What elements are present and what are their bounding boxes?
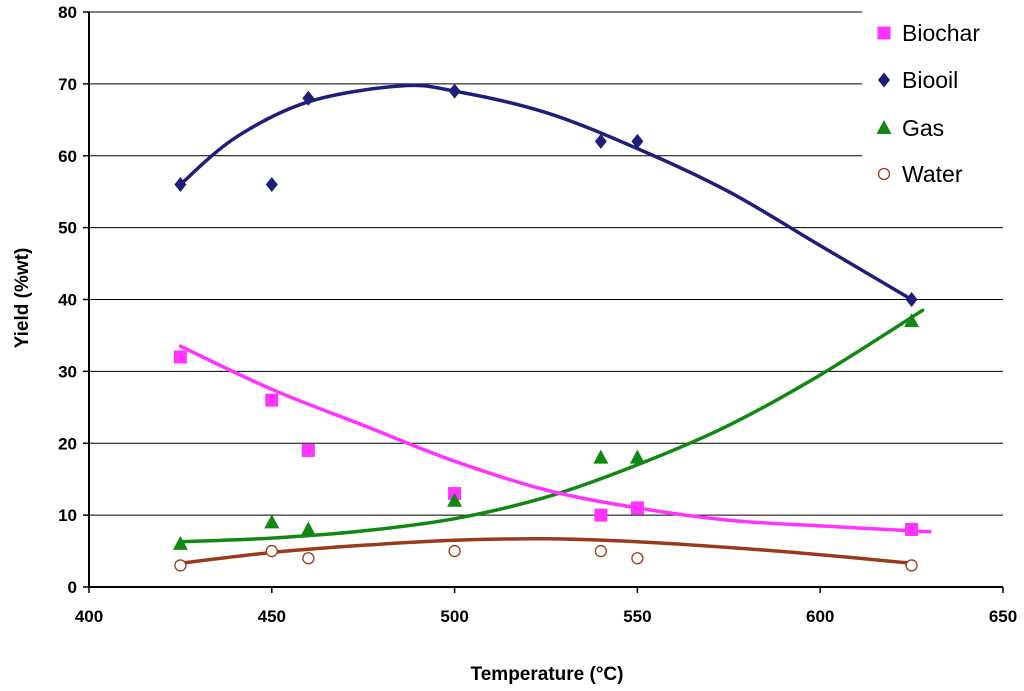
- water-point-425: [174, 559, 187, 572]
- gas-point-540: [593, 449, 609, 464]
- gas-point-625: [904, 313, 920, 328]
- legend-water-label: Water: [902, 161, 963, 187]
- biochar-point-540: [594, 508, 608, 522]
- tick-labels: 0 10 20 30 40 50 60 70 80 400 450 500 550 600 650: [58, 3, 1017, 626]
- biochar-point-625: [905, 523, 919, 536]
- water-point-550: [631, 552, 644, 565]
- legend: Biochar Biooil Gas Water: [876, 20, 980, 187]
- legend-biooil-marker: [878, 72, 890, 88]
- x-tick-label-400: 400: [75, 607, 103, 626]
- y-tick-label-40: 40: [58, 291, 77, 310]
- biooil-point-500: [448, 83, 461, 99]
- biooil-point-425: [174, 177, 187, 192]
- biooil-point-550: [631, 133, 644, 149]
- data-markers: [172, 83, 920, 572]
- y-tick-label-0: 0: [68, 578, 77, 597]
- x-tick-label-600: 600: [806, 607, 834, 626]
- gas-point-460: [300, 521, 316, 536]
- y-tick-label-60: 60: [58, 147, 77, 166]
- biochar-point-550: [630, 501, 644, 515]
- x-tick-label-500: 500: [440, 607, 468, 626]
- water-point-460: [302, 552, 315, 565]
- biochar-point-460: [301, 443, 315, 457]
- biooil-point-460: [302, 90, 315, 106]
- water-point-450: [265, 544, 278, 558]
- y-tick-label-10: 10: [58, 506, 77, 525]
- x-tick-label-650: 650: [989, 607, 1017, 626]
- y-tick-label-80: 80: [58, 3, 77, 22]
- axes: [83, 11, 1004, 593]
- biooil-point-625: [905, 292, 918, 307]
- legend-gas-marker: [876, 120, 892, 134]
- water-point-500: [448, 544, 461, 558]
- gas-trend-line: [178, 308, 925, 544]
- biochar-point-450: [265, 393, 279, 407]
- water-point-625: [905, 559, 918, 572]
- biooil-point-450: [265, 177, 278, 192]
- x-tick-label-550: 550: [623, 607, 651, 626]
- legend-biochar-marker: [877, 26, 891, 40]
- gas-point-450: [264, 514, 280, 529]
- x-tick-label-450: 450: [258, 607, 286, 626]
- gridlines: [89, 11, 1003, 516]
- biooil-trend-line: [178, 83, 914, 302]
- water-trend-line: [178, 537, 914, 566]
- x-axis-title: Temperature (°C): [471, 664, 624, 685]
- biooil-point-540: [594, 133, 607, 149]
- biochar-point-425: [173, 350, 187, 364]
- y-tick-label-20: 20: [58, 434, 77, 453]
- gas-point-425: [172, 535, 188, 550]
- gas-point-550: [629, 449, 645, 464]
- y-axis-title: Yield (%wt): [12, 248, 33, 349]
- y-tick-label-70: 70: [58, 75, 77, 94]
- legend-gas-label: Gas: [902, 115, 944, 141]
- biochar-trend-line: [178, 344, 932, 534]
- y-tick-label-50: 50: [58, 219, 77, 238]
- legend-background: [862, 10, 1012, 196]
- trend-lines: [178, 83, 932, 566]
- legend-water-marker: [877, 167, 891, 181]
- legend-biochar-label: Biochar: [902, 20, 980, 46]
- legend-biooil-label: Biooil: [902, 67, 958, 93]
- gas-point-500: [447, 492, 463, 507]
- y-tick-label-30: 30: [58, 362, 77, 381]
- water-point-540: [594, 544, 607, 558]
